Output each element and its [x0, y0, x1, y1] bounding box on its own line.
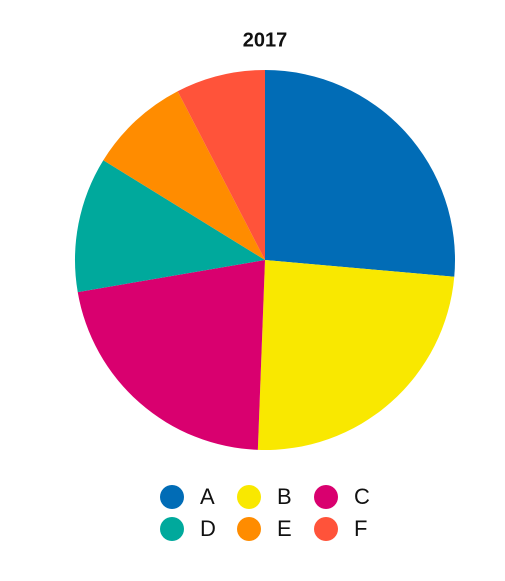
legend-swatch	[314, 517, 338, 541]
legend-swatch	[160, 485, 184, 509]
legend-label: A	[200, 484, 215, 509]
chart-title: 2017	[243, 29, 288, 51]
pie-slice	[265, 70, 455, 277]
legend-label: B	[277, 484, 292, 509]
legend-label: D	[200, 516, 216, 541]
pie-slice	[177, 70, 265, 260]
pie-slice	[103, 91, 265, 260]
legend-label: F	[354, 516, 367, 541]
legend-swatch	[314, 485, 338, 509]
legend-swatch	[237, 517, 261, 541]
legend-label: E	[277, 516, 292, 541]
legend-swatch	[160, 517, 184, 541]
pie-slice	[257, 260, 455, 451]
pie-slice	[75, 160, 265, 293]
pie-slice	[77, 260, 265, 450]
legend-swatch	[237, 485, 261, 509]
legend-label: C	[354, 484, 370, 509]
